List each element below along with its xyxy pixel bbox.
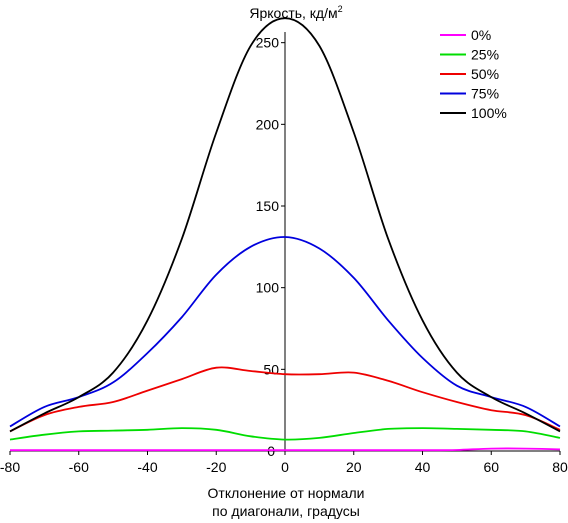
x-tick-label: -80 bbox=[0, 459, 20, 475]
x-tick-label: 60 bbox=[483, 459, 499, 475]
y-tick-label: 150 bbox=[256, 198, 280, 214]
x-tick-label: -60 bbox=[69, 459, 89, 475]
legend-label: 0% bbox=[471, 27, 491, 43]
x-tick-label: 20 bbox=[346, 459, 362, 475]
series-line-50pct bbox=[9, 366, 561, 433]
y-tick-label: 250 bbox=[256, 35, 280, 51]
y-tick-label: 100 bbox=[256, 280, 280, 296]
x-tick-label: 80 bbox=[552, 459, 568, 475]
legend: 0% 25% 50% 75% 100% bbox=[440, 27, 507, 121]
series-line-0pct bbox=[10, 447, 561, 452]
x-tick-label: -40 bbox=[137, 459, 157, 475]
x-tick-label: 40 bbox=[415, 459, 431, 475]
title-superscript: 2 bbox=[338, 4, 343, 14]
legend-label: 25% bbox=[471, 47, 499, 63]
legend-label: 50% bbox=[471, 66, 499, 82]
series-line-25pct bbox=[9, 427, 561, 441]
series-lines bbox=[9, 17, 561, 452]
x-axis-label-line1: Отклонение от нормали bbox=[208, 485, 365, 501]
x-tick-label: 0 bbox=[281, 459, 289, 475]
x-axis-label-line2: по диагонали, градусы bbox=[212, 503, 360, 519]
series-line-100pct bbox=[9, 17, 561, 433]
x-tick-label: -20 bbox=[206, 459, 226, 475]
legend-label: 100% bbox=[471, 105, 507, 121]
chart-title: Яркость, кд/м2 bbox=[249, 4, 342, 21]
y-tick-label: 50 bbox=[263, 361, 279, 377]
series-line-75pct bbox=[9, 236, 561, 428]
legend-label: 75% bbox=[471, 86, 499, 102]
y-tick-label: 200 bbox=[256, 116, 280, 132]
